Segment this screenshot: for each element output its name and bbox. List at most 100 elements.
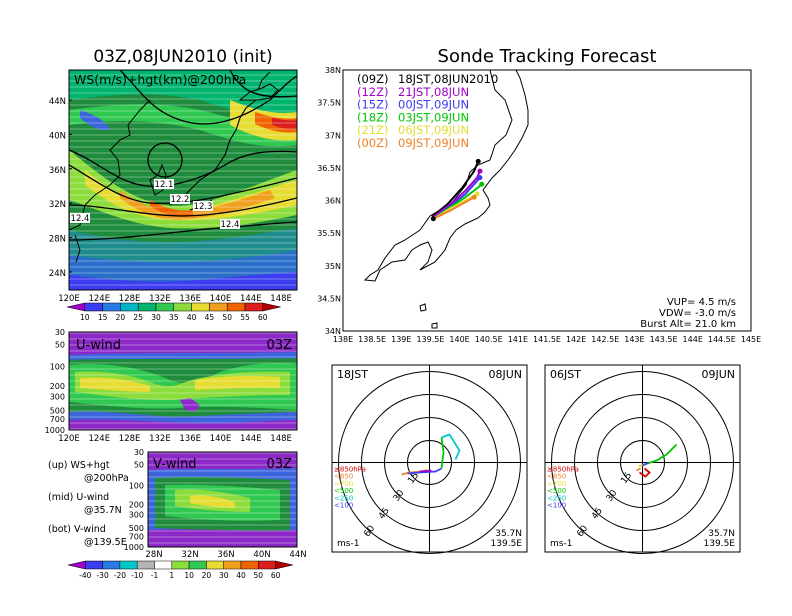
left-title: 03Z,08JUN2010 (init): [93, 47, 272, 67]
track-burst-point: [477, 175, 483, 181]
hodograph-unit: ms-1: [550, 539, 572, 549]
colorbar-label: 20: [116, 313, 126, 322]
contour-label: 12.4: [221, 220, 240, 230]
hodograph-date: 09JUN: [701, 368, 735, 381]
contour-label-box: [193, 201, 213, 211]
hodograph-legend-item: ≥850hPa: [334, 466, 366, 474]
track-lon-tick: 142E: [566, 335, 586, 344]
u-pressure-tick: 30: [55, 328, 65, 337]
colorbar-label: 45: [205, 313, 215, 322]
v-lat-tick: 36N: [217, 550, 234, 560]
hodograph-lat: 35.7N: [708, 529, 735, 539]
hodograph-legend-item: <700: [547, 480, 566, 488]
bottom-colorbar-swatch: [119, 560, 138, 570]
track-lon-tick: 139E: [391, 335, 411, 344]
map-lon-tick: 132E: [149, 294, 171, 304]
track-legend-code: (15Z): [357, 98, 389, 112]
panel-note: (mid) U-wind: [48, 492, 109, 503]
bottom-colorbar-swatch: [258, 560, 276, 570]
map-lat-tick: 32N: [49, 200, 66, 210]
bottom-colorbar-label: 1: [169, 571, 174, 580]
bottom-colorbar: -40 -30 -20 -10 -1 1 10 20 30 40 50 60: [67, 560, 293, 580]
track-lat-tick: 35N: [325, 262, 341, 271]
hodograph-legend-item: ≥850hPa: [547, 466, 579, 474]
bottom-colorbar-swatch: [154, 560, 173, 570]
map-lat-tick: 44N: [49, 97, 66, 107]
v-pressure-tick: 500: [129, 524, 144, 533]
track-lon-tick: 143E: [624, 335, 644, 344]
track-lat-tick: 37.5N: [317, 99, 341, 108]
u-lon-tick: 148E: [270, 434, 292, 444]
v-lat-tick: 40N: [253, 550, 270, 560]
hodograph-trace: [419, 469, 432, 473]
map-lat-tick: 40N: [49, 131, 66, 141]
colorbar-swatch: [209, 302, 228, 312]
track-lat-tick: 38N: [325, 66, 341, 75]
hodograph-legend-item: <850: [334, 473, 353, 481]
u-lon-tick: 124E: [88, 434, 110, 444]
colorbar-swatch: [102, 302, 121, 312]
colorbar-label: 55: [240, 313, 250, 322]
map-lon-tick: 128E: [119, 294, 141, 304]
panel-notes: (up) WS+hgt @200hPa (mid) U-wind @35.7N (bot…: [48, 460, 129, 548]
hodograph-legend-item: <700: [334, 480, 353, 488]
panel-note: (up) WS+hgt: [48, 460, 110, 471]
track-burst-point: [475, 158, 481, 164]
u-pressure-tick: 300: [50, 393, 65, 402]
bottom-colorbar-swatch: [67, 560, 86, 570]
v-pressure-tick: 1000: [124, 543, 144, 552]
track-lon-tick: 144.5E: [708, 335, 736, 344]
u-pressure-tick: 500: [50, 406, 65, 415]
track-series-line: [432, 170, 481, 218]
track-lon-tick: 140E: [449, 335, 469, 344]
hodograph-lon: 139.5E: [491, 539, 523, 549]
contour-label-box: [220, 219, 240, 229]
track-lon-tick: 145E: [741, 335, 761, 344]
u-pressure-tick: 50: [55, 341, 65, 350]
bottom-colorbar-swatch: [206, 560, 224, 570]
track-lat-tick: 34.5N: [317, 294, 341, 303]
u-lon-tick: 132E: [149, 434, 171, 444]
track-burst-point: [471, 194, 477, 200]
u-pressure-tick: 1000: [45, 426, 65, 435]
contour-label: 12.2: [171, 195, 190, 205]
v-wind-label: V-wind: [153, 457, 197, 472]
hodograph-trace: [407, 467, 442, 475]
map-label: WS(m/s)+hgt(km)@200hPa: [74, 72, 246, 87]
hodograph-legend-item: <250: [334, 494, 353, 502]
track-lon-tick: 139.5E: [416, 335, 444, 344]
hodograph-unit: ms-1: [337, 539, 359, 549]
hodograph-lon: 139.5E: [704, 539, 736, 549]
bottom-colorbar-label: -40: [79, 571, 91, 580]
contour-label: 12.4: [71, 214, 90, 224]
bottom-colorbar-swatch: [85, 560, 103, 570]
hodograph-trace: [644, 443, 678, 466]
colorbar-swatch: [262, 302, 281, 312]
hodograph-legend-item: <100: [547, 502, 566, 510]
bottom-colorbar-label: 60: [271, 571, 281, 580]
colorbar-swatch: [120, 302, 139, 312]
colorbar-swatch: [191, 302, 210, 312]
track-legend-label: 21JST,08JUN: [398, 85, 469, 99]
track-legend-code: (21Z): [357, 123, 389, 137]
map-lon-tick: 136E: [179, 294, 201, 304]
wind-speed-map: WS(m/s)+hgt(km)@200hPa 12.1 12.2 12.3 12.4 1…: [49, 69, 298, 304]
track-info: Burst Alt= 21.0 km: [640, 319, 736, 330]
track-lon-tick: 140.5E: [475, 335, 503, 344]
hodograph-legend-item: <850: [547, 473, 566, 481]
colorbar-label: 35: [169, 313, 179, 322]
v-pressure-tick: 300: [129, 511, 144, 520]
hodograph-trace: [639, 467, 651, 478]
u-pressure-tick: 100: [50, 362, 65, 371]
hodograph-legend-item: <100: [334, 502, 353, 510]
colorbar-swatch: [84, 302, 103, 312]
hodograph-date: 08JUN: [488, 368, 522, 381]
track-lat-tick: 36.5N: [317, 164, 341, 173]
track-legend-label: 06JST,09JUN: [398, 123, 469, 137]
u-lon-tick: 140E: [210, 434, 232, 444]
bottom-colorbar-label: 40: [236, 571, 246, 580]
track-legend-code: (18Z): [357, 110, 389, 124]
track-lat-tick: 34N: [325, 327, 341, 336]
hodograph-trace: [440, 437, 445, 469]
